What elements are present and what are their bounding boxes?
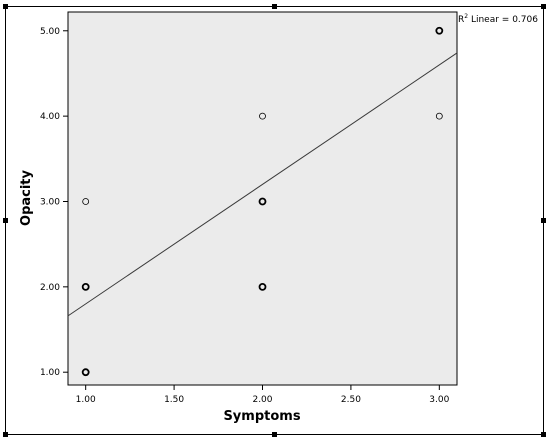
data-point (435, 112, 443, 120)
data-point (258, 197, 267, 206)
y-tick-label: 1.00 (40, 368, 60, 378)
y-tick-label: 2.00 (40, 283, 60, 293)
fit-line-annotation: R2 Linear = 0.706 (458, 13, 538, 25)
y-tick-label: 5.00 (40, 27, 60, 37)
data-point (81, 282, 90, 291)
resize-handle-bottom-left[interactable] (3, 432, 8, 437)
fit-label-value: Linear = 0.706 (468, 15, 538, 25)
resize-handle-top[interactable] (272, 4, 277, 9)
resize-handle-bottom[interactable] (272, 432, 277, 437)
data-point (259, 112, 266, 120)
fit-line-layer (67, 52, 458, 317)
resize-handle-left[interactable] (3, 218, 8, 223)
resize-handle-top-left[interactable] (3, 4, 8, 9)
x-tick-label: 1.50 (164, 395, 184, 405)
resize-handle-right[interactable] (541, 218, 546, 223)
y-tick-label: 4.00 (40, 112, 60, 122)
data-points (81, 26, 444, 377)
x-tick-label: 1.00 (76, 395, 96, 405)
data-point (435, 26, 444, 35)
x-tick-label: 2.50 (341, 395, 361, 405)
fit-line (67, 52, 458, 317)
y-tick-label: 3.00 (40, 197, 60, 207)
plot-area (67, 11, 458, 386)
resize-handle-top-right[interactable] (541, 4, 546, 9)
data-point (258, 282, 267, 291)
fit-label-superscript: 2 (464, 13, 468, 20)
fit-label-prefix: R (458, 15, 464, 25)
y-axis-label: Opacity (19, 169, 34, 226)
x-tick-label: 2.00 (252, 395, 272, 405)
resize-handle-bottom-right[interactable] (541, 432, 546, 437)
x-tick-label: 3.00 (429, 395, 449, 405)
axis-ticks: 1.00 1.50 2.00 2.50 3.00 1.00 2.00 3.00 4.00 5.00 (40, 27, 450, 405)
data-point (81, 368, 90, 377)
data-point (82, 198, 90, 205)
x-axis-label: Symptoms (223, 409, 300, 424)
